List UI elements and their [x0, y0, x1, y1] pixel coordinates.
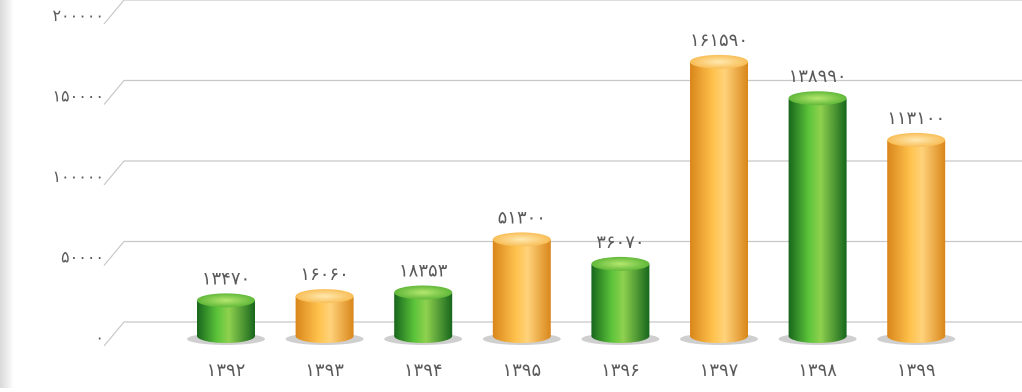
bar-body	[492, 239, 551, 344]
bar-cap	[690, 54, 748, 69]
bars	[187, 54, 956, 345]
data-label: ۱۶۰۶۰	[300, 264, 348, 285]
bar-cap	[887, 132, 946, 147]
bar-body	[690, 61, 748, 344]
grid-line	[103, 160, 1022, 186]
bar-cap	[295, 289, 354, 304]
y-tick-label: ۱۵۰۰۰۰	[52, 87, 104, 106]
bar-body	[394, 292, 453, 344]
y-tick-label: ۲۰۰۰۰۰	[52, 6, 104, 25]
x-tick-label: ۱۳۹۳	[305, 360, 344, 381]
data-label: ۱۱۳۱۰۰	[887, 108, 945, 129]
bar	[394, 285, 453, 344]
x-tick-label: ۱۳۹۷	[700, 360, 739, 381]
y-tick-label: ۱۰۰۰۰۰	[52, 167, 104, 186]
data-label: ۱۳۴۷۰	[202, 268, 250, 289]
bar-body	[295, 296, 354, 344]
bar-cap	[591, 256, 650, 271]
data-label: ۳۶۰۷۰	[596, 232, 644, 253]
grid-line	[103, 240, 1022, 266]
bar	[591, 256, 650, 344]
x-tick-label: ۱۳۹۴	[404, 360, 443, 381]
bar-cap	[394, 285, 453, 300]
data-label: ۱۸۳۵۳	[399, 260, 448, 281]
y-tick-label: ۰	[95, 328, 104, 347]
bar	[295, 289, 354, 344]
x-tick-label: ۱۳۹۸	[798, 360, 837, 381]
bar-body	[197, 300, 255, 343]
x-tick-label: ۱۳۹۶	[601, 360, 640, 381]
grid-line	[103, 79, 1022, 105]
bar	[492, 232, 551, 344]
bar-body	[788, 98, 847, 344]
x-tick-label: ۱۳۹۵	[502, 360, 541, 381]
y-tick-label: ۵۰۰۰۰	[61, 248, 104, 267]
grid-line	[103, 0, 1022, 25]
left-decor-strip	[0, 0, 14, 388]
bar	[887, 132, 946, 344]
x-tick-label: ۱۳۹۲	[207, 360, 246, 381]
x-axis-ticks: ۱۳۹۲ ۱۳۹۳ ۱۳۹۴ ۱۳۹۵ ۱۳۹۶ ۱۳۹۷ ۱۳۹۸ ۱۳۹۹	[207, 360, 936, 381]
data-label: ۱۶۱۵۹۰	[690, 30, 748, 51]
bar-cap	[788, 91, 847, 106]
data-label: ۵۱۳۰۰	[498, 207, 546, 228]
bar-body	[887, 139, 946, 344]
bar	[197, 293, 255, 343]
data-labels: ۱۳۴۷۰ ۱۶۰۶۰ ۱۸۳۵۳ ۵۱۳۰۰ ۳۶۰۷۰ ۱۶۱۵۹۰ ۱۳۸۹۹۰ ۱۱۳…	[202, 30, 945, 289]
bar-body	[591, 263, 650, 344]
x-tick-label: ۱۳۹۹	[897, 360, 936, 381]
bar	[690, 54, 748, 344]
data-label: ۱۳۸۹۹۰	[789, 66, 847, 87]
bar	[788, 91, 847, 344]
grid-lines	[103, 0, 1022, 347]
bar-cap	[197, 293, 255, 308]
y-axis-ticks: ۰ ۵۰۰۰۰ ۱۰۰۰۰۰ ۱۵۰۰۰۰ ۲۰۰۰۰۰	[52, 6, 104, 347]
bar-cap	[492, 232, 551, 247]
